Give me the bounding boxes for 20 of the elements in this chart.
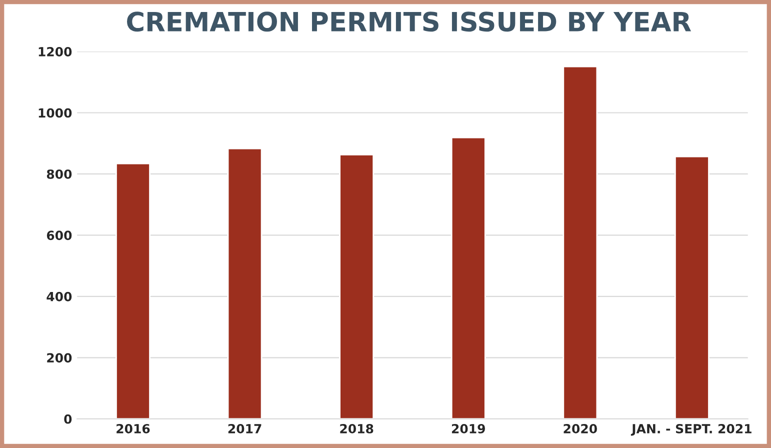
bar — [562, 66, 598, 419]
y-tick-label: 0 — [64, 414, 72, 424]
y-tick-label: 1000 — [38, 108, 72, 118]
y-tick-label: 400 — [46, 292, 72, 302]
x-tick-label: 2020 — [564, 424, 597, 434]
x-tick-label: 2018 — [340, 424, 374, 434]
x-tick-label: 2016 — [116, 424, 150, 434]
bar — [450, 136, 486, 419]
y-tick-label: 1200 — [38, 46, 72, 56]
bar — [674, 156, 710, 419]
x-tick-label: JAN. - SEPT. 2021 — [630, 424, 752, 436]
bar — [116, 162, 150, 419]
bar — [339, 154, 374, 419]
y-tick-label: 800 — [46, 169, 72, 179]
x-tick-label: 2019 — [452, 424, 485, 434]
x-tick-label: 2017 — [228, 424, 262, 434]
y-tick-label: 600 — [46, 230, 72, 240]
chart-title: CREMATION PERMITS ISSUED BY YEAR — [127, 12, 692, 32]
bar — [227, 148, 262, 419]
y-tick-label: 200 — [47, 353, 72, 363]
